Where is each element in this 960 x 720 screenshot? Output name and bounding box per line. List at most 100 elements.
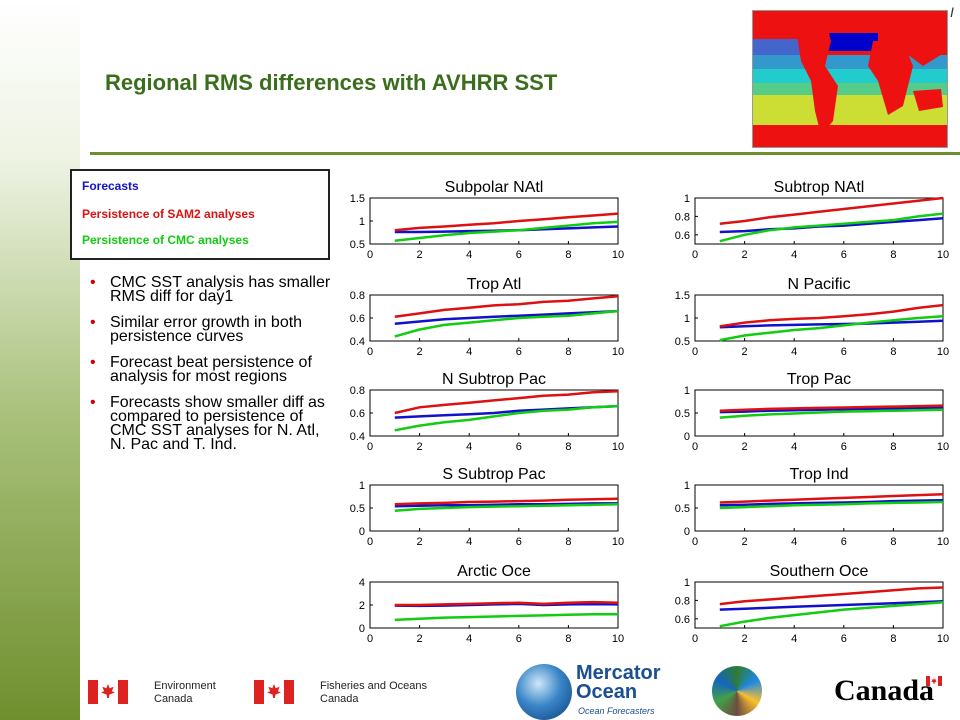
bullet-item: Similar error growth in both persistence… [86, 315, 336, 345]
plot-frame [369, 484, 619, 532]
y-tick-label: 0.4 [350, 336, 365, 348]
bullet-item: Forecasts show smaller diff as compared … [86, 395, 336, 453]
y-tick-label: 1 [684, 480, 690, 492]
dfo-text: Fisheries and Oceans Canada [320, 680, 427, 706]
series-line [719, 600, 944, 611]
y-tick-label: 1 [684, 577, 690, 589]
x-tick-label: 10 [937, 346, 949, 358]
series-line [719, 303, 944, 328]
series-line [719, 600, 944, 628]
legend-box: Forecasts Persistence of SAM2 analyses P… [70, 169, 330, 260]
series-line [394, 600, 619, 607]
x-tick-label: 8 [890, 633, 896, 645]
x-tick-label: 6 [516, 346, 522, 358]
y-tick-label: 1.5 [350, 193, 365, 205]
series-line [719, 196, 944, 226]
chart-title: N Subtrop Pac [442, 371, 546, 388]
y-tick-label: 0.5 [675, 336, 690, 348]
legend-sam2: Persistence of SAM2 analyses [82, 207, 255, 221]
env-canada-flag-icon [88, 680, 128, 704]
chart-panel: Subpolar NAtl 0 2 4 6 8 10 0.5 1 1.5 [350, 179, 624, 261]
x-tick-label: 4 [466, 346, 472, 358]
y-tick-label: 0.6 [350, 408, 365, 420]
chart-panel: Arctic Oce 0 2 4 6 8 10 0 2 4 [359, 563, 624, 645]
x-tick-label: 0 [367, 441, 373, 453]
landmass-asia [903, 11, 947, 66]
x-tick-label: 6 [516, 441, 522, 453]
y-tick-label: 0.5 [350, 239, 365, 251]
region-band-southern [753, 95, 947, 125]
x-tick-label: 4 [466, 536, 472, 548]
x-tick-label: 4 [466, 633, 472, 645]
x-tick-label: 10 [937, 249, 949, 261]
x-tick-label: 0 [367, 249, 373, 261]
bullet-item: Forecast beat persistence of analysis fo… [86, 355, 336, 385]
env-canada-line2: Canada [154, 693, 193, 705]
env-canada-text: Environment Canada [154, 680, 216, 706]
x-tick-label: 10 [612, 536, 624, 548]
series-line [719, 500, 944, 510]
dfo-flag-icon [254, 680, 294, 704]
page-title: Regional RMS differences with AVHRR SST [105, 70, 558, 95]
series-line [719, 498, 944, 507]
x-tick-label: 10 [937, 633, 949, 645]
y-tick-label: 0.6 [675, 230, 690, 242]
chart-title: Trop Ind [790, 466, 849, 483]
x-tick-label: 4 [791, 249, 797, 261]
y-tick-label: 1 [359, 480, 365, 492]
series-line [719, 216, 944, 234]
x-tick-label: 2 [742, 536, 748, 548]
y-tick-label: 0 [684, 526, 690, 538]
legend-label-cmc: Persistence of CMC analyses [82, 233, 249, 247]
y-tick-label: 0 [359, 623, 365, 635]
mercator-logo-icon [516, 664, 572, 720]
mercator-line1: Mercator [576, 662, 661, 684]
legend-cmc: Persistence of CMC analyses [82, 233, 249, 247]
series-line [394, 212, 619, 232]
region-band-npacific [753, 39, 808, 55]
series-line [719, 408, 944, 419]
y-tick-label: 1 [684, 193, 690, 205]
x-tick-label: 8 [890, 536, 896, 548]
x-tick-label: 2 [742, 249, 748, 261]
legend-label-forecasts: Forecasts [82, 179, 139, 193]
series-line [394, 220, 619, 243]
x-tick-label: 6 [841, 441, 847, 453]
legend-forecasts: Forecasts [82, 179, 139, 193]
canada-wordmark: Canada [834, 674, 935, 707]
y-tick-label: 0.6 [350, 313, 365, 325]
footer-logos: Environment Canada Fisheries and Oceans … [80, 660, 960, 720]
y-tick-label: 0.4 [350, 431, 365, 443]
x-tick-label: 6 [841, 346, 847, 358]
series-line [719, 212, 944, 243]
x-tick-label: 8 [890, 346, 896, 358]
y-tick-label: 1 [359, 216, 365, 228]
x-tick-label: 8 [565, 346, 571, 358]
chart-title: S Subtrop Pac [442, 466, 545, 483]
series-line [394, 502, 618, 508]
chart-title: Subtrop NAtl [774, 179, 865, 196]
x-tick-label: 10 [612, 441, 624, 453]
series-line [719, 492, 944, 504]
x-tick-label: 8 [565, 633, 571, 645]
series-line [719, 586, 944, 606]
x-tick-label: 2 [742, 346, 748, 358]
x-tick-label: 6 [516, 633, 522, 645]
x-tick-label: 10 [612, 346, 624, 358]
env-canada-line1: Environment [154, 680, 216, 692]
sidebar-gradient [0, 0, 80, 720]
series-line [394, 389, 619, 415]
y-tick-label: 1 [684, 385, 690, 397]
mercator-line2: Ocean [576, 681, 638, 703]
y-tick-label: 0 [684, 431, 690, 443]
chart-title: N Pacific [787, 276, 850, 293]
x-tick-label: 6 [516, 536, 522, 548]
canada-wordmark-flag-icon [926, 676, 942, 686]
x-tick-label: 0 [367, 633, 373, 645]
x-tick-label: 0 [692, 441, 698, 453]
x-tick-label: 0 [692, 249, 698, 261]
chart-panel: N Subtrop Pac 0 2 4 6 8 10 0.4 0.6 0.8 [350, 371, 624, 453]
chart-panel: Trop Pac 0 2 4 6 8 10 0 0.5 1 [675, 371, 949, 453]
y-tick-label: 0.8 [350, 290, 365, 302]
